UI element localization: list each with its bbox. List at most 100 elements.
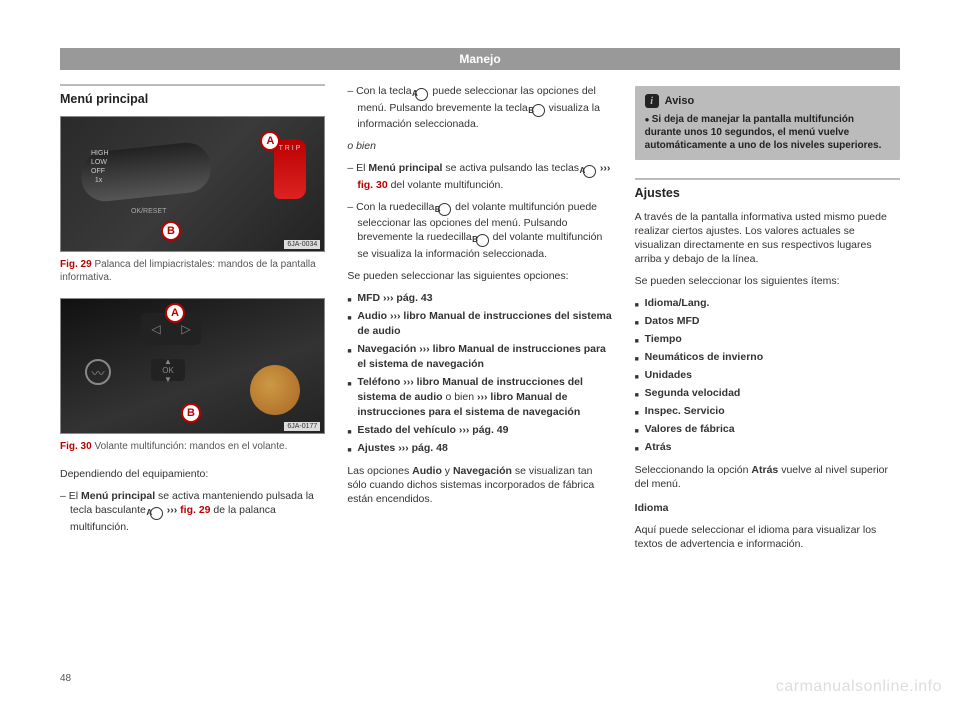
list-item: Idioma/Lang.: [635, 296, 900, 311]
circle-a-icon: A: [150, 507, 163, 520]
t: El: [356, 162, 368, 174]
list-item: Teléfono ››› libro Manual de instruccion…: [347, 375, 612, 420]
column-3: i Aviso Si deja de manejar la pantalla m…: [635, 84, 900, 559]
list-item: Atrás: [635, 440, 900, 455]
t: Audio: [412, 465, 442, 477]
t: Navegación: [357, 343, 419, 355]
fig-ref: fig. 30: [357, 179, 387, 191]
chevron-icon: ›››: [398, 442, 409, 454]
list-item: Navegación ››› libro Manual de instrucci…: [347, 342, 612, 372]
page-number: 48: [60, 673, 71, 684]
t: y: [442, 465, 453, 477]
col2-select-intro: Se pueden seleccionar las siguientes opc…: [347, 269, 612, 283]
divider: [635, 178, 900, 180]
column-1: Menú principal HIGH LOW OFF 1x T R I P O…: [60, 84, 325, 559]
ok-reset-label: OK/RESET: [131, 208, 166, 215]
t: pág. 43: [396, 292, 432, 304]
t: Navegación: [453, 465, 512, 477]
badge-a-icon: A: [165, 303, 185, 323]
t: Idioma/Lang.: [645, 297, 710, 309]
column-2: Con la tecla A puede seleccionar las opc…: [347, 84, 612, 559]
ok-down-icon: ▼: [164, 375, 172, 384]
figure-30-caption-text: Volante multifunción: mandos en el volan…: [92, 441, 288, 452]
ok-up-icon: ▲: [164, 357, 172, 366]
col2-bullet-2: El Menú principal se activa pulsando las…: [347, 161, 612, 192]
col2-bullet-3: Con la ruedecilla B del volante multifun…: [347, 200, 612, 261]
col2-bullet-1: Con la tecla A puede seleccionar las opc…: [347, 84, 612, 131]
circle-b-icon: B: [476, 234, 489, 247]
list-item: Ajustes ››› pág. 48: [347, 441, 612, 456]
t: Teléfono: [357, 376, 403, 388]
aviso-body: Si deja de manejar la pantalla multifunc…: [645, 113, 890, 152]
watermark: carmanualsonline.info: [776, 678, 942, 696]
t: Atrás: [645, 441, 672, 453]
figure-29-id: 6JA-0034: [284, 240, 320, 249]
t: pág. 48: [412, 442, 448, 454]
options-list: MFD ››› pág. 43 Audio ››› libro Manual d…: [347, 291, 612, 456]
o-bien: o bien: [347, 139, 612, 153]
t: Menú principal: [81, 490, 155, 502]
list-item: Valores de fábrica: [635, 422, 900, 437]
t: Ajustes: [357, 442, 398, 454]
chevron-icon: ›››: [419, 343, 430, 355]
t: MFD: [357, 292, 383, 304]
t: El: [69, 490, 81, 502]
figure-30-label: Fig. 30: [60, 441, 92, 452]
circle-b-icon: B: [438, 203, 451, 216]
aviso-title: Aviso: [665, 95, 695, 107]
list-item: Inspec. Servicio: [635, 404, 900, 419]
t: se activa pulsando las teclas: [442, 162, 582, 174]
page: Manejo Menú principal HIGH LOW OFF 1x T …: [0, 0, 960, 708]
figure-29-caption: Fig. 29 Palanca del limpiacristales: man…: [60, 258, 325, 284]
section-title-menu: Menú principal: [60, 92, 325, 106]
t: Con la tecla: [356, 85, 414, 97]
col2-last-para: Las opciones Audio y Navegación se visua…: [347, 464, 612, 506]
chevron-icon: ›››: [390, 310, 401, 322]
t: del volante multifunción.: [388, 179, 504, 191]
depending-text: Dependiendo del equipamiento:: [60, 467, 325, 481]
circle-a-icon: A: [415, 88, 428, 101]
badge-b-icon: B: [161, 221, 181, 241]
t: Atrás: [751, 464, 778, 476]
circle-a-icon: A: [583, 165, 596, 178]
t: Inspec. Servicio: [645, 405, 725, 417]
list-item: Audio ››› libro Manual de instrucciones …: [347, 309, 612, 339]
info-icon: i: [645, 94, 659, 108]
t: Con la ruedecilla: [356, 201, 437, 213]
t: Valores de fábrica: [645, 423, 735, 435]
figure-29-caption-text: Palanca del limpiacristales: mandos de l…: [60, 259, 316, 283]
page-header: Manejo: [60, 48, 900, 70]
figure-29-label: Fig. 29: [60, 259, 92, 270]
section-title-ajustes: Ajustes: [635, 186, 900, 200]
t: Audio: [357, 310, 390, 322]
figure-30-caption: Fig. 30 Volante multifunción: mandos en …: [60, 440, 325, 453]
list-item: Neumáticos de invierno: [635, 350, 900, 365]
steering-ok-button: ▲ OK ▼: [151, 359, 185, 381]
t: Seleccionando la opción: [635, 464, 752, 476]
t: Segunda velocidad: [645, 387, 741, 399]
lever-labels: HIGH LOW OFF 1x: [91, 149, 109, 185]
figure-30-id: 6JA-0177: [284, 422, 320, 431]
t: Datos MFD: [645, 315, 700, 327]
idioma-subtitle: Idioma: [635, 501, 900, 515]
list-item: MFD ››› pág. 43: [347, 291, 612, 306]
idioma-body: Aquí puede seleccionar el idioma para vi…: [635, 523, 900, 551]
ajustes-list: Idioma/Lang. Datos MFD Tiempo Neumáticos…: [635, 296, 900, 455]
columns: Menú principal HIGH LOW OFF 1x T R I P O…: [60, 84, 900, 559]
chevron-icon: ›››: [167, 504, 178, 516]
fig-ref: fig. 29: [180, 504, 210, 516]
list-item: Tiempo: [635, 332, 900, 347]
badge-b-icon: B: [181, 403, 201, 423]
list-item: Estado del vehículo ››› pág. 49: [347, 423, 612, 438]
ajustes-p1: A través de la pantalla informativa uste…: [635, 210, 900, 266]
chevron-icon: ›››: [459, 424, 470, 436]
t: Neumáticos de invierno: [645, 351, 763, 363]
t: Unidades: [645, 369, 692, 381]
t: pág. 49: [472, 424, 508, 436]
ajustes-p3: Seleccionando la opción Atrás vuelve al …: [635, 463, 900, 491]
circle-b-icon: B: [532, 104, 545, 117]
chevron-icon: ›››: [477, 391, 488, 403]
trip-label: T R I P: [279, 145, 301, 153]
aviso-box: i Aviso Si deja de manejar la pantalla m…: [635, 86, 900, 160]
scroll-wheel: [250, 365, 300, 415]
